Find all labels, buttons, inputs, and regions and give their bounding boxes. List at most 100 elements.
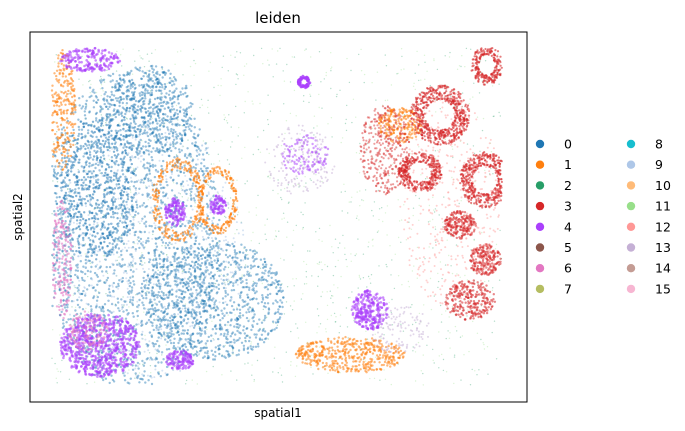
scatter-point	[451, 305, 454, 308]
scatter-point	[412, 85, 415, 88]
scatter-point	[169, 96, 172, 100]
scatter-point	[393, 287, 396, 290]
scatter-point	[175, 87, 178, 90]
scatter-point	[152, 68, 155, 72]
scatter-point	[220, 85, 222, 87]
scatter-point	[261, 294, 264, 297]
scatter-point	[325, 331, 327, 333]
scatter-point	[77, 284, 81, 287]
scatter-point	[201, 153, 205, 156]
scatter-point	[158, 331, 161, 335]
scatter-point	[164, 96, 168, 99]
scatter-point	[87, 311, 90, 313]
scatter-point	[158, 371, 161, 373]
scatter-point	[411, 270, 414, 272]
scatter-point	[70, 217, 73, 220]
scatter-point	[410, 306, 412, 308]
scatter-point	[127, 292, 131, 295]
scatter-point	[236, 379, 238, 381]
scatter-point	[214, 308, 216, 310]
scatter-point	[346, 265, 348, 268]
scatter-point	[315, 174, 317, 176]
scatter-point	[103, 303, 107, 306]
scatter-point	[154, 164, 157, 167]
scatter-point	[169, 130, 173, 133]
scatter-point	[125, 134, 128, 137]
scatter-point	[491, 331, 493, 334]
scatter-point	[90, 94, 93, 98]
scatter-point	[157, 361, 160, 364]
scatter-point	[348, 297, 350, 299]
scatter-point	[175, 182, 179, 185]
scatter-point	[73, 253, 76, 256]
scatter-point	[190, 278, 193, 282]
scatter-point	[480, 338, 482, 341]
scatter-point	[143, 177, 146, 180]
scatter-point	[111, 231, 114, 235]
scatter-point	[378, 161, 380, 164]
scatter-point	[134, 83, 136, 85]
scatter-point	[484, 169, 486, 172]
scatter-point	[362, 277, 365, 279]
scatter-point	[206, 271, 208, 273]
scatter-point	[239, 259, 243, 262]
scatter-point	[492, 287, 494, 289]
scatter-point	[377, 230, 380, 232]
scatter-point	[397, 275, 400, 277]
scatter-point	[148, 169, 151, 173]
scatter-point	[329, 290, 331, 292]
scatter-point	[119, 206, 122, 209]
scatter-point	[418, 64, 420, 66]
scatter-point	[68, 199, 72, 202]
scatter-point	[215, 261, 218, 265]
scatter-point	[225, 337, 228, 340]
scatter-point	[211, 299, 214, 302]
scatter-point	[108, 126, 111, 129]
scatter-point	[224, 295, 227, 298]
scatter-point	[72, 150, 76, 154]
scatter-point	[150, 93, 154, 97]
scatter-point	[105, 293, 107, 295]
scatter-point	[94, 185, 98, 189]
scatter-point	[86, 383, 88, 385]
scatter-point	[125, 86, 128, 89]
scatter-point	[151, 103, 155, 107]
scatter-point	[101, 246, 104, 249]
scatter-point	[57, 370, 59, 373]
scatter-point	[169, 322, 172, 325]
scatter-point	[55, 241, 58, 244]
scatter-point	[128, 127, 130, 129]
scatter-point	[114, 115, 118, 119]
scatter-point	[261, 296, 264, 299]
scatter-point	[60, 310, 63, 314]
scatter-point	[429, 277, 432, 280]
scatter-point	[163, 333, 166, 336]
scatter-point	[138, 99, 141, 103]
scatter-point	[88, 284, 91, 287]
scatter-point	[350, 201, 352, 203]
scatter-point	[164, 85, 167, 89]
scatter-point	[397, 236, 400, 239]
scatter-point	[234, 233, 236, 235]
scatter-point	[152, 233, 154, 236]
scatter-point	[243, 246, 246, 249]
scatter-point	[172, 344, 176, 348]
scatter-point	[468, 350, 470, 353]
scatter-point	[189, 254, 191, 256]
scatter-point	[60, 230, 63, 234]
scatter-point	[442, 226, 444, 228]
scatter-point	[150, 304, 154, 308]
scatter-point	[128, 110, 131, 113]
scatter-point	[84, 243, 87, 245]
scatter-point	[206, 328, 208, 331]
scatter-point	[260, 333, 264, 336]
scatter-point	[245, 250, 247, 253]
scatter-point	[216, 291, 219, 294]
scatter-point	[279, 286, 282, 289]
scatter-point	[195, 314, 198, 317]
scatter-point	[269, 177, 271, 179]
scatter-point	[366, 286, 368, 288]
scatter-point	[151, 52, 153, 54]
scatter-point	[386, 266, 388, 268]
scatter-point	[268, 152, 270, 155]
